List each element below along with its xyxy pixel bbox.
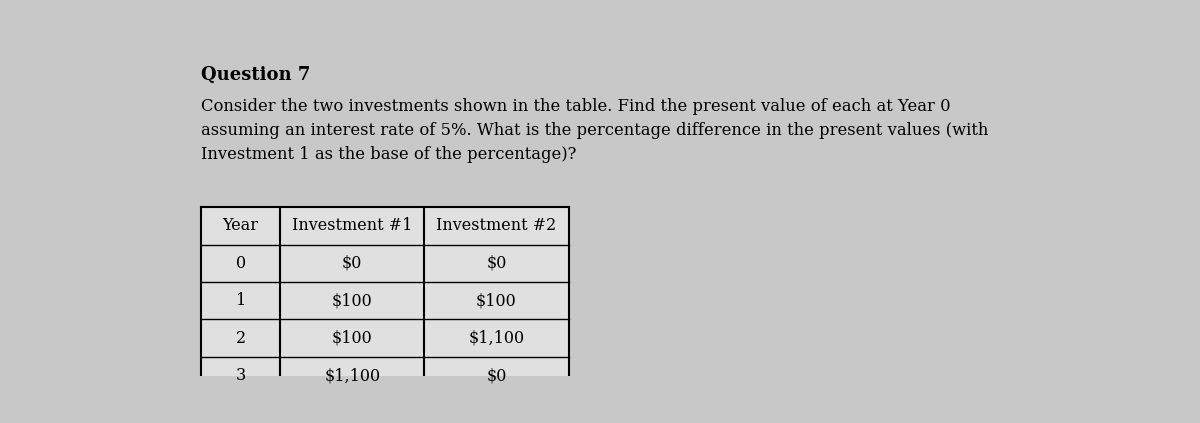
Text: Investment #1: Investment #1 <box>292 217 413 234</box>
Text: $0: $0 <box>486 255 506 272</box>
Text: 0: 0 <box>235 255 246 272</box>
Text: Question 7: Question 7 <box>202 66 311 83</box>
Text: $1,100: $1,100 <box>468 330 524 347</box>
Text: 1: 1 <box>235 292 246 309</box>
Text: $0: $0 <box>342 255 362 272</box>
Text: $0: $0 <box>486 367 506 384</box>
Text: $100: $100 <box>332 330 373 347</box>
Text: Consider the two investments shown in the table. Find the present value of each : Consider the two investments shown in th… <box>202 98 989 163</box>
Text: 3: 3 <box>235 367 246 384</box>
Text: $100: $100 <box>476 292 517 309</box>
Text: Year: Year <box>223 217 259 234</box>
Bar <box>202 207 569 394</box>
Text: 2: 2 <box>235 330 246 347</box>
Text: $1,100: $1,100 <box>324 367 380 384</box>
Text: Investment #2: Investment #2 <box>437 217 557 234</box>
Text: $100: $100 <box>332 292 373 309</box>
